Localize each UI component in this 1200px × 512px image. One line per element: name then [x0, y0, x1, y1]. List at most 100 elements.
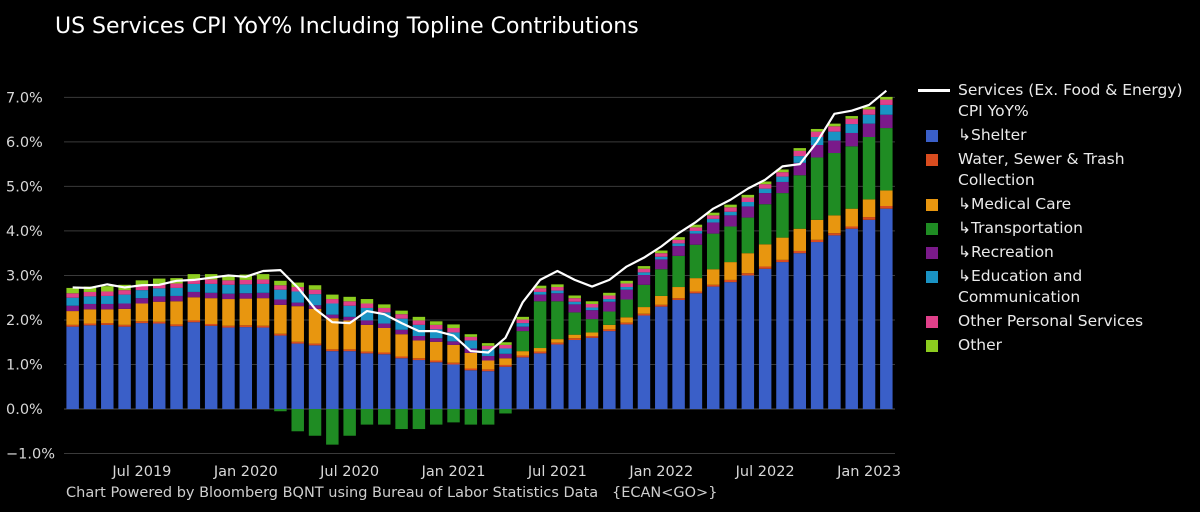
bar-segment — [135, 321, 149, 324]
bar-segment — [291, 409, 304, 432]
y-tick-label: −1.0% — [6, 447, 55, 463]
bar-segment — [585, 307, 599, 311]
bar-segment — [793, 175, 807, 229]
bar-segment — [862, 123, 876, 137]
bar-segment — [585, 336, 599, 338]
bar-segment — [862, 136, 876, 200]
bar-segment — [758, 184, 772, 189]
bar-segment — [447, 341, 460, 345]
bar-segment — [378, 323, 391, 328]
bar-segment — [83, 309, 97, 324]
bar-segment — [239, 284, 253, 294]
bar-segment — [326, 303, 339, 315]
bar-segment — [412, 358, 426, 361]
bar-segment — [793, 162, 807, 176]
legend-label: Services (Ex. Food & Energy) CPI YoY% — [958, 81, 1183, 120]
bar-segment — [776, 193, 789, 238]
bar-segment — [637, 284, 651, 308]
bar-segment — [447, 364, 460, 410]
bar-segment — [101, 286, 114, 292]
bar-segment — [828, 235, 841, 410]
bar-segment — [66, 311, 79, 325]
bar-segment — [447, 344, 460, 363]
bar-segment — [689, 291, 703, 294]
bar-segment — [603, 295, 616, 300]
bar-segment — [222, 280, 235, 285]
y-tick-label: 3.0% — [6, 268, 43, 284]
bar-segment — [585, 337, 599, 410]
bar-segment — [187, 274, 201, 280]
legend-color-swatch — [926, 247, 938, 259]
bar-segment — [499, 409, 512, 414]
bar-segment — [187, 297, 201, 321]
bar-segment — [239, 298, 253, 326]
bar-segment — [360, 409, 374, 425]
bar-segment — [828, 123, 841, 127]
bar-segment — [395, 358, 408, 410]
bar-segment — [516, 331, 530, 352]
bar-segment — [603, 292, 616, 296]
bar-segment — [326, 351, 339, 410]
bar-segment — [222, 325, 235, 328]
bar-segment — [378, 327, 391, 353]
bar-segment — [481, 409, 495, 425]
bar-segment — [256, 274, 270, 280]
bar-segment — [568, 304, 581, 313]
bar-segment — [655, 250, 668, 254]
bar-segment — [83, 323, 97, 326]
bar-segment — [239, 327, 253, 410]
bar-segment — [672, 287, 685, 299]
bar-segment — [395, 356, 408, 359]
bar-segment — [291, 302, 304, 307]
bar-segment — [412, 409, 426, 430]
bar-segment — [291, 343, 304, 410]
bar-segment — [118, 324, 131, 327]
legend-line-swatch — [918, 89, 950, 92]
bar-segment — [776, 237, 789, 260]
bar-segment — [204, 323, 218, 326]
bar-segment — [828, 131, 841, 141]
bar-segment — [429, 362, 443, 410]
bar-segment — [568, 312, 581, 335]
bar-segment — [533, 301, 547, 349]
bar-segment — [603, 301, 616, 312]
bar-segment — [620, 324, 633, 410]
bar-segment — [239, 279, 253, 285]
bar-segment — [187, 291, 201, 298]
bar-segment — [343, 316, 356, 321]
bar-segment — [758, 188, 772, 194]
bar-segment — [845, 208, 858, 227]
bar-segment — [776, 169, 789, 173]
bar-segment — [551, 301, 564, 340]
bar-segment — [776, 172, 789, 177]
bar-segment — [741, 197, 755, 202]
bar-segment — [880, 190, 893, 206]
legend-item: Water, Sewer & Trash Collection — [918, 149, 1200, 191]
bar-segment — [378, 354, 391, 410]
bar-segment — [412, 336, 426, 341]
bar-segment — [135, 298, 149, 304]
legend-color-swatch — [926, 199, 938, 211]
bar-segment — [378, 352, 391, 355]
bar-segment — [776, 181, 789, 194]
bar-segment — [637, 268, 651, 273]
bar-segment — [187, 283, 201, 292]
bar-segment — [758, 193, 772, 205]
bar-segment — [880, 96, 893, 100]
bar-segment — [481, 369, 495, 372]
bar-segment — [533, 294, 547, 302]
bar-segment — [395, 329, 408, 335]
bar-segment — [101, 303, 114, 310]
bar-segment — [741, 206, 755, 218]
x-tick-label: Jul 2022 — [735, 464, 795, 480]
bar-segment — [689, 224, 703, 228]
bar-segment — [585, 301, 599, 304]
bar-segment — [222, 293, 235, 300]
bar-segment — [568, 298, 581, 302]
bar-segment — [862, 199, 876, 218]
bar-segment — [429, 409, 443, 425]
bar-segment — [308, 308, 322, 344]
bar-segment — [533, 348, 547, 352]
bar-segment — [291, 341, 304, 344]
legend-label: ↳Recreation — [958, 243, 1054, 261]
